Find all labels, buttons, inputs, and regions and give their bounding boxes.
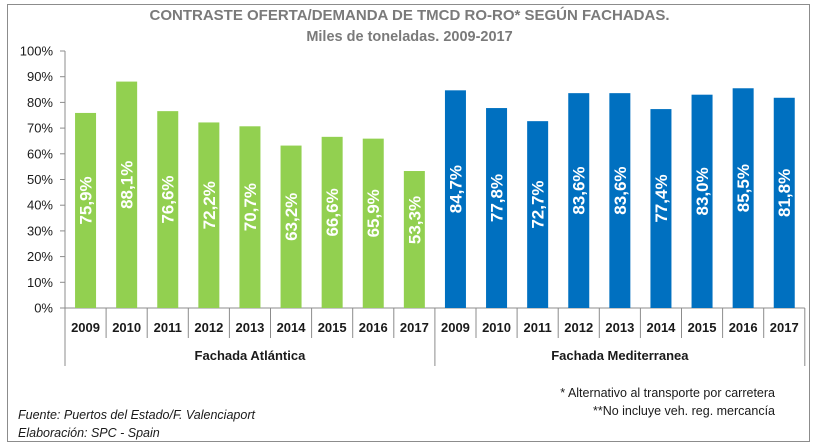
x-tick-label: 2016 xyxy=(729,320,758,335)
bar xyxy=(116,81,138,308)
x-tick-label: 2013 xyxy=(605,320,634,335)
chart-frame xyxy=(7,4,810,442)
x-tick-label: 2012 xyxy=(194,320,223,335)
y-tick-label: 60% xyxy=(27,146,53,161)
group-label: Fachada Mediterranea xyxy=(551,348,689,363)
x-tick-label: 2010 xyxy=(112,320,141,335)
bar-data-label: 66,6% xyxy=(323,188,342,236)
bar-data-label: 65,9% xyxy=(364,189,383,237)
y-tick-label: 20% xyxy=(27,249,53,264)
x-tick-label: 2009 xyxy=(441,320,470,335)
bar xyxy=(444,90,466,308)
bar-data-label: 76,6% xyxy=(159,175,178,223)
bar xyxy=(691,94,713,308)
bar-data-label: 83,6% xyxy=(570,166,589,214)
bar xyxy=(650,109,672,308)
y-tick-label: 30% xyxy=(27,223,53,238)
y-tick-label: 50% xyxy=(27,172,53,187)
bar xyxy=(568,93,590,308)
x-tick-label: 2013 xyxy=(235,320,264,335)
bar-data-label: 81,8% xyxy=(775,169,794,217)
x-tick-label: 2014 xyxy=(646,320,676,335)
bar-data-label: 53,3% xyxy=(405,196,424,244)
y-tick-label: 90% xyxy=(27,69,53,84)
y-tick-label: 10% xyxy=(27,275,53,290)
y-tick-label: 80% xyxy=(27,95,53,110)
chart-title: CONTRASTE OFERTA/DEMANDA DE TMCD RO-RO* … xyxy=(149,7,670,24)
y-tick-label: 0% xyxy=(34,301,53,316)
group-label: Fachada Atlántica xyxy=(195,348,307,363)
bar-data-label: 72,2% xyxy=(200,181,219,229)
bar xyxy=(198,122,220,308)
bar xyxy=(486,108,508,308)
x-tick-label: 2010 xyxy=(482,320,511,335)
source-note: Fuente: Puertos del Estado/F. Valenciapo… xyxy=(18,408,255,422)
bar xyxy=(732,88,754,308)
bar xyxy=(773,97,795,308)
y-tick-label: 40% xyxy=(27,198,53,213)
bar xyxy=(403,171,425,308)
bar-data-label: 88,1% xyxy=(118,161,137,209)
bar-data-label: 84,7% xyxy=(446,165,465,213)
bar xyxy=(75,112,97,308)
x-tick-label: 2017 xyxy=(400,320,429,335)
bar-data-label: 63,2% xyxy=(282,193,301,241)
bar-data-label: 83,6% xyxy=(611,166,630,214)
bar xyxy=(239,126,261,309)
elaboration-note: Elaboración: SPC - Spain xyxy=(18,426,160,440)
chart-subtitle: Miles de toneladas. 2009-2017 xyxy=(306,29,513,45)
bar-data-label: 83,0% xyxy=(693,167,712,215)
footnote-alternative: * Alternativo al transporte por carreter… xyxy=(560,386,775,400)
x-tick-label: 2011 xyxy=(154,320,182,335)
bar-data-label: 75,9% xyxy=(77,176,96,224)
x-tick-label: 2009 xyxy=(71,320,100,335)
x-tick-label: 2012 xyxy=(564,320,593,335)
bar xyxy=(280,145,302,308)
bar-data-label: 77,4% xyxy=(652,174,671,222)
bar xyxy=(157,111,179,308)
bar xyxy=(362,138,384,308)
bar-data-label: 70,7% xyxy=(241,183,260,231)
x-tick-label: 2017 xyxy=(770,320,799,335)
x-tick-label: 2015 xyxy=(318,320,347,335)
x-tick-label: 2014 xyxy=(277,320,307,335)
x-tick-label: 2011 xyxy=(524,320,552,335)
bar-data-label: 77,8% xyxy=(488,174,507,222)
bar-data-label: 85,5% xyxy=(734,164,753,212)
x-tick-label: 2015 xyxy=(688,320,717,335)
y-tick-label: 70% xyxy=(27,121,53,136)
footnote-exclusion: **No incluye veh. reg. mercancía xyxy=(592,404,775,418)
bar-data-label: 72,7% xyxy=(529,180,548,228)
x-tick-label: 2016 xyxy=(359,320,388,335)
bar xyxy=(527,121,549,308)
y-tick-label: 100% xyxy=(20,44,54,59)
bar xyxy=(609,93,631,308)
bar xyxy=(321,136,343,308)
